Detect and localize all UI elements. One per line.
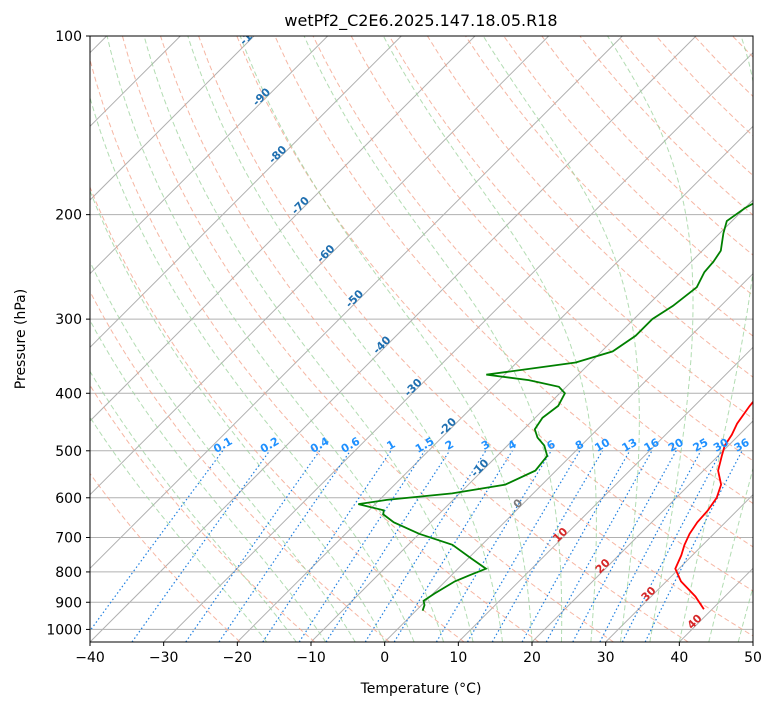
moist-adiabat-line <box>106 36 445 642</box>
dry-adiabat-line <box>90 57 540 642</box>
series-layer <box>358 202 753 611</box>
temperature-profile-line <box>674 400 753 610</box>
dry-adiabat-line <box>90 290 390 642</box>
moist-adiabat-line <box>239 36 533 642</box>
moist-adiabat-line <box>90 95 415 642</box>
moist-adiabat-line <box>90 416 268 642</box>
mixing-ratio-line <box>599 450 702 642</box>
y-tick-label: 1000 <box>46 622 82 638</box>
moist-adiabat-line <box>482 36 640 642</box>
dry-adiabat-line <box>160 36 689 642</box>
mixing-ratio-line <box>545 450 653 642</box>
y-tick-label: 500 <box>55 444 82 460</box>
mixing-ratio-line <box>131 450 271 642</box>
x-tick-label: 10 <box>449 650 467 666</box>
mixing-ratio-line <box>262 450 392 642</box>
moist-adiabat-line <box>187 36 503 642</box>
moist-adiabat-line <box>90 260 356 642</box>
mixing-ratio-line <box>572 450 677 642</box>
plot-frame <box>89 35 754 643</box>
isotherm-line <box>90 36 476 422</box>
moist-adiabat-line <box>678 36 753 642</box>
adiabat-value-label: -100 <box>237 19 266 48</box>
dry-adiabat-line <box>350 36 753 462</box>
dry-adiabat-line <box>274 36 753 548</box>
x-tick-label: 0 <box>380 650 389 666</box>
x-tick-label: −30 <box>149 650 179 666</box>
mixing-ratio-line <box>435 450 552 642</box>
moist-adiabat-line <box>143 36 474 642</box>
moist-adiabat-line <box>708 466 753 642</box>
mixing-ratio-line <box>325 450 451 642</box>
y-tick-label: 100 <box>55 29 82 45</box>
dry-adiabat-line <box>236 36 753 592</box>
mixing-ratio-line <box>218 450 351 642</box>
isotherm-line <box>90 36 329 275</box>
x-tick-label: −10 <box>296 650 326 666</box>
mixing-ratio-line <box>185 450 321 642</box>
x-tick-label: 20 <box>523 650 541 666</box>
isotherm-line <box>90 36 550 496</box>
moist-adiabat-line <box>607 36 694 642</box>
tick-layer: −40 −30 −20 −10 0 10 20 30 40 50 100 200 300 400 500 60… <box>46 29 762 666</box>
chart-title: wetPf2_C2E6.2025.147.18.05.R18 <box>284 11 557 31</box>
y-axis-label: Pressure (hPa) <box>13 289 29 389</box>
x-tick-label: 40 <box>670 650 688 666</box>
isotherm-line <box>90 36 255 201</box>
x-tick-label: 30 <box>597 650 615 666</box>
isotherm-line <box>90 36 697 642</box>
isotherm-line <box>457 346 753 642</box>
moist-adiabat-line <box>90 370 297 642</box>
y-tick-label: 700 <box>55 531 82 547</box>
grid-layer <box>90 36 753 642</box>
moist-adiabat-line <box>382 36 597 642</box>
isotherm-line <box>90 36 402 349</box>
mixing-ratio-line <box>90 450 224 632</box>
y-tick-label: 800 <box>55 565 82 581</box>
isotherm-line <box>236 125 753 642</box>
mixing-ratio-line <box>298 450 426 642</box>
mixing-ratio-line <box>644 450 743 642</box>
x-tick-label: −20 <box>223 650 253 666</box>
x-axis-label: Temperature (°C) <box>360 681 482 697</box>
dry-adiabat-line <box>90 384 316 642</box>
dewpoint-profile-line <box>358 202 753 611</box>
isotherm-line <box>531 420 753 642</box>
y-tick-label: 200 <box>55 208 82 224</box>
dry-adiabat-line <box>426 36 753 378</box>
isotherm-line <box>310 199 753 642</box>
moist-adiabat-line <box>90 189 386 642</box>
isotherm-line <box>90 36 623 570</box>
x-tick-label: 50 <box>744 650 762 666</box>
y-tick-label: 900 <box>55 595 82 611</box>
dry-adiabat-line <box>121 36 614 642</box>
moist-adiabat-line <box>90 319 327 642</box>
moist-adiabat-line <box>737 585 753 642</box>
dry-adiabat-line <box>90 185 465 642</box>
mixing-ratio-line <box>364 450 487 642</box>
y-tick-label: 400 <box>55 386 82 402</box>
isotherm-line <box>384 272 753 642</box>
x-tick-label: −40 <box>75 650 105 666</box>
moist-adiabat-line <box>303 36 563 642</box>
dry-adiabat-line <box>503 36 753 296</box>
y-tick-label: 600 <box>55 491 82 507</box>
dry-adiabat-line <box>90 472 241 642</box>
dry-adiabat-line <box>198 36 753 637</box>
isotherm-line <box>605 493 753 642</box>
mixing-ratio-line <box>521 450 631 642</box>
y-tick-label: 300 <box>55 312 82 328</box>
